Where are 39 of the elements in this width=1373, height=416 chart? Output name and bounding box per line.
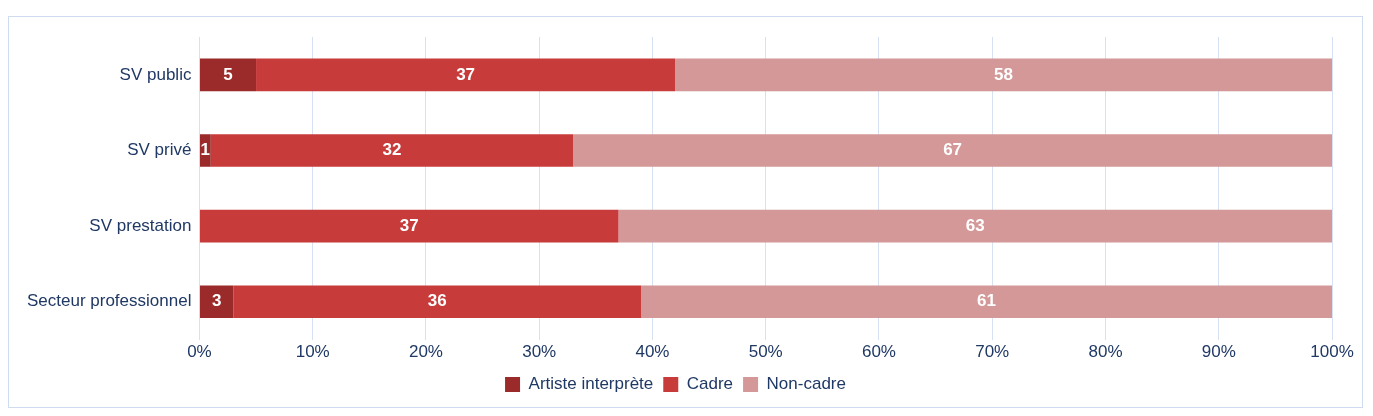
x-tick-label: 10%: [295, 342, 330, 362]
data-label: 36: [427, 291, 447, 311]
x-tick-label: 80%: [1088, 342, 1123, 362]
bar: [675, 58, 1332, 92]
legend-label: Non-cadre: [766, 374, 846, 394]
x-tick-label: 90%: [1201, 342, 1236, 362]
bar: [233, 285, 642, 319]
bar: [199, 209, 619, 243]
y-tick-label: SV privé: [127, 140, 192, 160]
bar: [256, 58, 676, 92]
data-label: 61: [977, 291, 997, 311]
bar: [199, 285, 234, 319]
data-label: 63: [965, 215, 985, 235]
x-tick-label: 50%: [748, 342, 783, 362]
y-tick-label: SV public: [119, 64, 192, 84]
x-tick-label: 30%: [522, 342, 557, 362]
legend-label: Artiste interprète: [528, 374, 654, 394]
x-tick-label: 70%: [975, 342, 1010, 362]
data-label: 58: [994, 64, 1014, 84]
bar: [199, 58, 257, 92]
data-label: 37: [456, 64, 476, 84]
y-tick-label: SV prestation: [89, 215, 192, 235]
data-label: 3: [211, 291, 222, 311]
bar: [641, 285, 1332, 319]
data-label: 32: [382, 140, 402, 160]
bar: [210, 134, 574, 167]
x-tick-label: 40%: [635, 342, 670, 362]
legend-label: Cadre: [686, 374, 734, 394]
data-label: 1: [200, 140, 211, 160]
x-tick-label: 60%: [861, 342, 896, 362]
bar: [573, 134, 1332, 167]
y-tick-label: Secteur professionnel: [26, 291, 192, 311]
data-label: 5: [223, 64, 233, 84]
data-label: 67: [943, 140, 963, 160]
x-tick-label: 20%: [408, 342, 443, 362]
data-label: 37: [399, 215, 419, 235]
x-tick-label: 0%: [187, 342, 212, 362]
bar: [618, 209, 1332, 243]
x-tick-label: 100%: [1310, 342, 1354, 362]
